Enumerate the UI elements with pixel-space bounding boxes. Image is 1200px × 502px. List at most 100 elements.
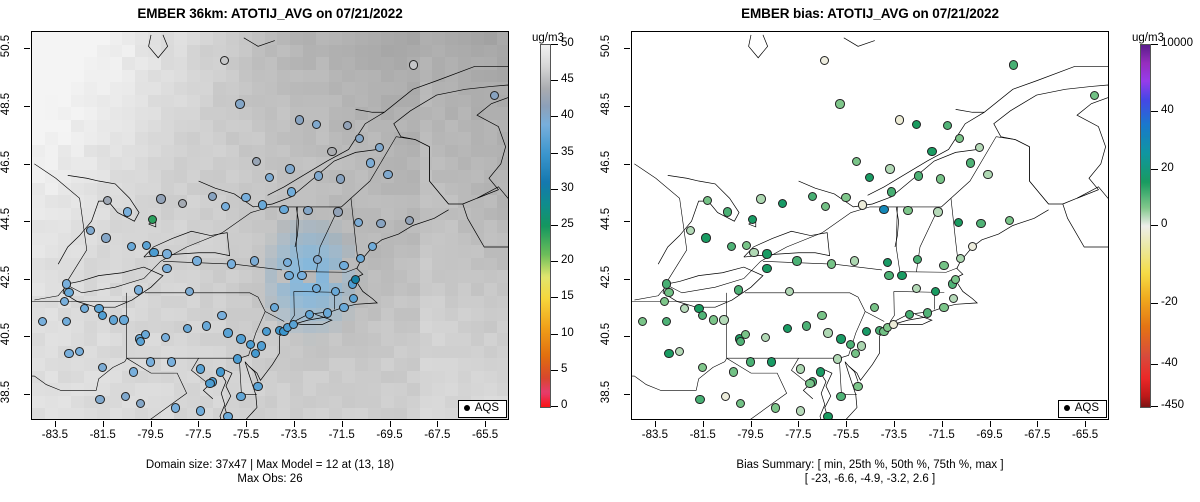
monitor-point[interactable]: [849, 256, 859, 266]
monitor-point[interactable]: [740, 329, 751, 340]
monitor-point[interactable]: [939, 302, 949, 312]
monitor-point[interactable]: [1008, 60, 1018, 70]
monitor-point[interactable]: [304, 309, 314, 320]
monitor-point[interactable]: [195, 406, 206, 416]
monitor-point[interactable]: [756, 194, 766, 204]
monitor-point[interactable]: [708, 315, 718, 325]
monitor-point[interactable]: [201, 321, 212, 331]
monitor-point[interactable]: [367, 242, 378, 252]
monitor-point[interactable]: [976, 218, 986, 229]
monitor-point[interactable]: [38, 316, 48, 327]
monitor-point[interactable]: [327, 146, 337, 157]
monitor-point[interactable]: [136, 337, 146, 347]
monitor-point[interactable]: [289, 319, 299, 330]
monitor-point[interactable]: [182, 324, 193, 334]
monitor-point[interactable]: [102, 195, 112, 206]
monitor-point[interactable]: [85, 226, 96, 236]
monitor-point[interactable]: [286, 187, 296, 197]
monitor-point[interactable]: [695, 394, 705, 405]
monitor-point[interactable]: [819, 55, 830, 65]
monitor-point[interactable]: [638, 316, 648, 327]
monitor-point[interactable]: [156, 194, 166, 204]
monitor-point[interactable]: [785, 286, 795, 296]
monitor-point[interactable]: [801, 321, 812, 331]
monitor-point[interactable]: [911, 283, 922, 294]
monitor-point[interactable]: [835, 99, 845, 109]
monitor-point[interactable]: [64, 348, 74, 358]
monitor-point[interactable]: [912, 254, 923, 265]
monitor-point[interactable]: [836, 391, 846, 402]
monitor-point[interactable]: [339, 302, 349, 312]
monitor-point[interactable]: [250, 348, 261, 358]
monitor-point[interactable]: [807, 191, 818, 201]
monitor-point[interactable]: [219, 55, 230, 65]
monitor-point[interactable]: [257, 200, 268, 210]
monitor-point[interactable]: [895, 115, 905, 125]
monitor-point[interactable]: [59, 296, 69, 307]
monitor-point[interactable]: [817, 311, 827, 321]
monitor-point[interactable]: [249, 256, 259, 266]
monitor-point[interactable]: [145, 357, 155, 367]
monitor-point[interactable]: [850, 348, 861, 358]
monitor-point[interactable]: [883, 257, 893, 268]
monitor-point[interactable]: [312, 254, 323, 265]
monitor-point[interactable]: [101, 233, 111, 243]
monitor-point[interactable]: [886, 187, 896, 197]
monitor-point[interactable]: [142, 240, 152, 250]
monitor-point[interactable]: [148, 214, 158, 224]
monitor-point[interactable]: [295, 115, 305, 125]
monitor-point[interactable]: [770, 403, 781, 413]
monitor-point[interactable]: [965, 158, 975, 168]
monitor-point[interactable]: [954, 133, 965, 144]
monitor-point[interactable]: [922, 308, 932, 318]
monitor-point[interactable]: [140, 329, 151, 340]
monitor-point[interactable]: [911, 119, 922, 129]
monitor-point[interactable]: [742, 240, 752, 250]
monitor-point[interactable]: [217, 311, 227, 321]
monitor-point[interactable]: [933, 207, 943, 217]
monitor-point[interactable]: [897, 270, 907, 281]
monitor-point[interactable]: [353, 217, 363, 227]
monitor-point[interactable]: [192, 256, 202, 266]
monitor-point[interactable]: [927, 146, 937, 157]
monitor-point[interactable]: [311, 283, 322, 294]
monitor-point[interactable]: [836, 334, 846, 344]
monitor-point[interactable]: [761, 332, 771, 343]
monitor-point[interactable]: [119, 315, 129, 325]
monitor-point[interactable]: [108, 315, 118, 325]
monitor-point[interactable]: [939, 260, 949, 271]
monitor-point[interactable]: [167, 357, 177, 367]
monitor-point[interactable]: [207, 191, 218, 201]
monitor-point[interactable]: [885, 164, 895, 174]
monitor-point[interactable]: [745, 357, 755, 367]
monitor-point[interactable]: [62, 316, 72, 327]
monitor-point[interactable]: [861, 327, 871, 337]
monitor-point[interactable]: [408, 60, 418, 70]
monitor-point[interactable]: [284, 270, 294, 281]
monitor-point[interactable]: [330, 286, 341, 296]
monitor-point[interactable]: [246, 339, 256, 350]
monitor-point[interactable]: [241, 193, 251, 203]
monitor-point[interactable]: [841, 193, 851, 203]
monitor-point[interactable]: [736, 337, 746, 347]
monitor-point[interactable]: [935, 174, 945, 184]
monitor-point[interactable]: [857, 200, 868, 210]
monitor-point[interactable]: [762, 249, 772, 259]
monitor-point[interactable]: [762, 263, 772, 273]
monitor-point[interactable]: [914, 171, 924, 181]
monitor-point[interactable]: [303, 206, 313, 216]
monitor-point[interactable]: [826, 259, 837, 269]
monitor-point[interactable]: [177, 198, 188, 209]
monitor-point[interactable]: [375, 142, 385, 152]
monitor-point[interactable]: [953, 217, 963, 227]
monitor-point[interactable]: [823, 328, 833, 338]
monitor-point[interactable]: [816, 367, 826, 377]
monitor-point[interactable]: [904, 309, 914, 320]
monitor-point[interactable]: [853, 381, 863, 392]
monitor-point[interactable]: [955, 253, 966, 263]
monitor-point[interactable]: [930, 286, 941, 296]
monitor-point[interactable]: [722, 207, 733, 217]
monitor-point[interactable]: [256, 341, 267, 351]
monitor-point[interactable]: [404, 216, 415, 226]
monitor-point[interactable]: [376, 218, 386, 229]
